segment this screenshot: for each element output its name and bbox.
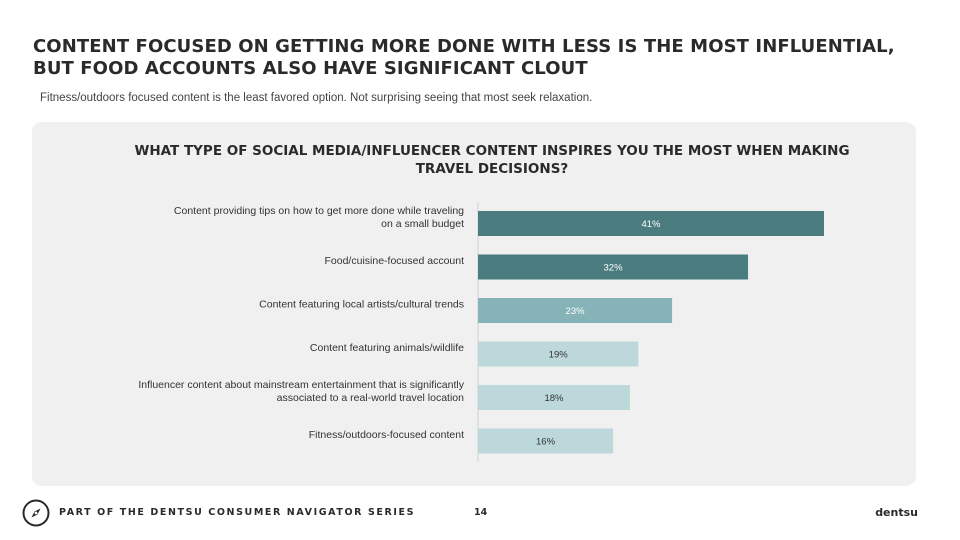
category-label-line: Content providing tips on how to get mor…: [174, 205, 464, 217]
bar: [478, 341, 639, 367]
category-label: Content featuring animals/wildlife: [310, 342, 464, 354]
category-label-line: Fitness/outdoors-focused content: [309, 429, 464, 441]
bar: [478, 428, 614, 454]
category-label: Content featuring local artists/cultural…: [259, 299, 464, 311]
category-label-line: Content featuring animals/wildlife: [310, 342, 464, 354]
brand-logo: dentsu: [875, 506, 918, 519]
category-label-line: on a small budget: [381, 218, 464, 230]
bar-value-label: 19%: [549, 350, 569, 361]
category-label-line: Food/cuisine-focused account: [325, 255, 465, 267]
category-label-line: Influencer content about mainstream ente…: [138, 379, 464, 391]
footer-series: PART OF THE DENTSU CONSUMER NAVIGATOR SE…: [59, 507, 416, 518]
compass-icon: [22, 499, 50, 527]
bar-value-label: 41%: [641, 219, 661, 230]
page-subhead: Fitness/outdoors focused content is the …: [40, 92, 593, 104]
bar-value-label: 32%: [604, 263, 624, 274]
page-number: 14: [474, 507, 488, 518]
bar-value-label: 16%: [536, 437, 556, 448]
category-label: Food/cuisine-focused account: [325, 255, 465, 267]
bar: [478, 298, 673, 323]
category-label: Fitness/outdoors-focused content: [309, 429, 464, 441]
category-label: Influencer content about mainstream ente…: [138, 379, 464, 404]
bar: [478, 385, 630, 410]
bar-chart: 41% Content providing tips on how to get …: [138, 202, 824, 462]
bar-value-label: 18%: [544, 393, 564, 404]
category-label-line: Content featuring local artists/cultural…: [259, 299, 464, 311]
bar: [478, 254, 749, 280]
chart-card: WHAT TYPE OF SOCIAL MEDIA/INFLUENCER CON…: [32, 122, 916, 486]
category-label-line: associated to a real-world travel locati…: [277, 392, 465, 404]
bar: [478, 211, 824, 236]
category-label: Content providing tips on how to get mor…: [174, 205, 464, 230]
page-headline: CONTENT FOCUSED ON GETTING MORE DONE WIT…: [33, 36, 895, 79]
bar-value-label: 23%: [566, 306, 586, 317]
chart-title: WHAT TYPE OF SOCIAL MEDIA/INFLUENCER CON…: [134, 143, 850, 177]
